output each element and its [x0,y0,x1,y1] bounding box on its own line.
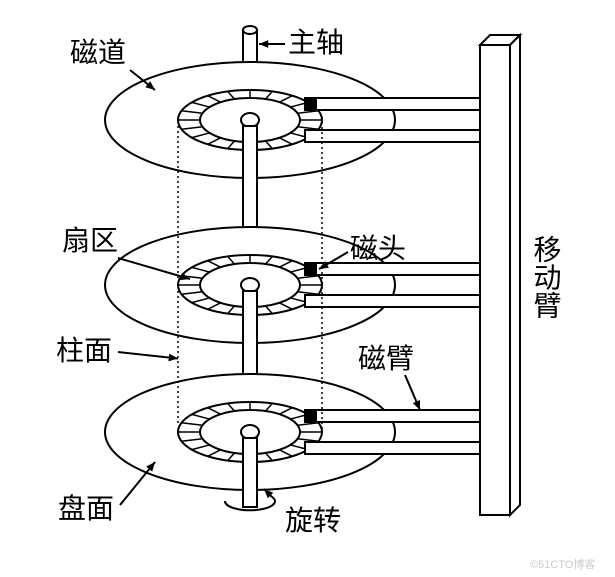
arm [305,295,480,307]
head [305,409,317,421]
head [305,97,317,109]
watermark: ©51CTO博客 [530,557,595,571]
label-head: 磁头 [350,233,406,265]
label-sector: 扇区 [62,225,118,257]
head [305,262,317,274]
label-arm: 磁臂 [358,343,414,375]
label-track: 磁道 [70,37,126,69]
label-platter: 盘面 [58,493,114,525]
label-rotate: 旋转 [285,505,341,537]
label-cylinder: 柱面 [56,335,112,367]
label-actuator: 移动臂 [530,235,562,319]
arm [305,442,480,454]
arm [305,98,480,110]
label-spindle: 主轴 [288,27,344,59]
arm [305,410,480,422]
arm [305,130,480,142]
